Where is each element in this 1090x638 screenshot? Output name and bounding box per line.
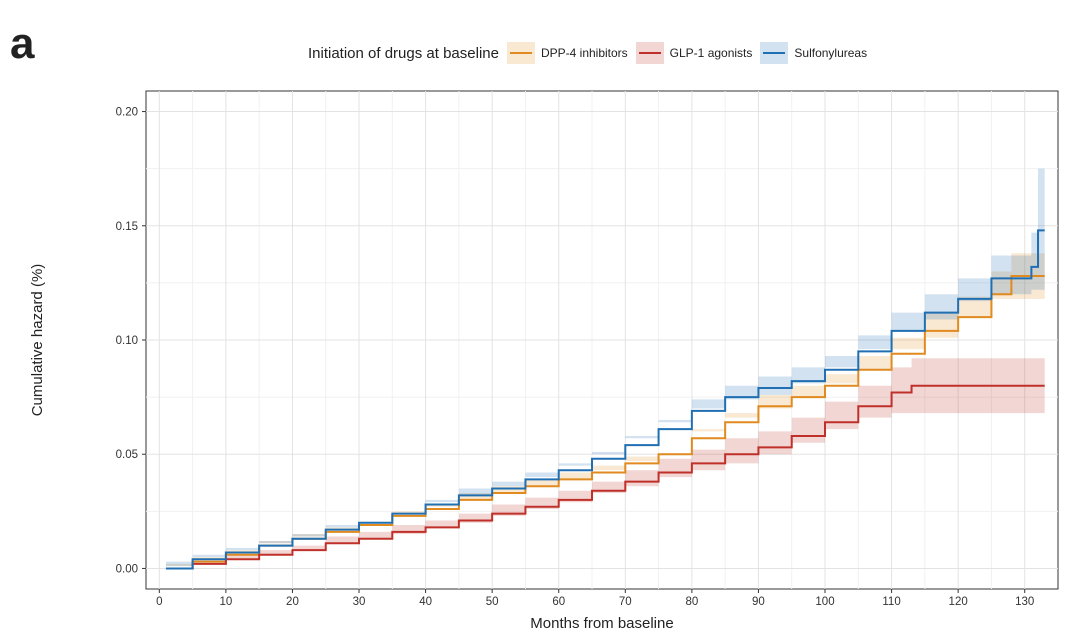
legend-item-sulfonylureas: Sulfonylureas xyxy=(760,42,867,64)
x-tick-label: 30 xyxy=(353,596,366,608)
x-tick-label: 20 xyxy=(286,596,299,608)
y-tick-label: 0.20 xyxy=(116,107,138,119)
legend: Initiation of drugs at baseline DPP-4 in… xyxy=(308,40,875,66)
x-tick-label: 60 xyxy=(552,596,565,608)
confidence-bands xyxy=(165,168,1045,569)
x-axis: 0 10 20 30 40 50 60 70 80 90 100 110 120 130 xyxy=(156,589,1034,608)
x-tick-label: 120 xyxy=(949,596,968,608)
panel-label: a xyxy=(10,19,35,68)
x-tick-label: 130 xyxy=(1015,596,1034,608)
y-axis-title: Cumulative hazard (%) xyxy=(29,264,46,417)
x-axis-title: Months from baseline xyxy=(530,615,673,632)
legend-label-sulfonylureas: Sulfonylureas xyxy=(794,46,868,60)
x-tick-label: 0 xyxy=(156,596,162,608)
legend-swatch-dpp4 xyxy=(506,42,535,64)
line-sulfonylureas xyxy=(165,229,1045,570)
x-tick-label: 110 xyxy=(882,596,900,608)
line-glp-1-agonists xyxy=(165,384,1045,570)
y-tick-label: 0.10 xyxy=(116,335,138,347)
y-axis: 0.00 0.05 0.10 0.15 0.20 xyxy=(116,107,146,575)
x-tick-label: 100 xyxy=(815,596,834,608)
x-tick-label: 40 xyxy=(419,596,432,608)
x-tick-label: 80 xyxy=(685,596,698,608)
y-tick-label: 0.00 xyxy=(116,563,138,575)
band-glp-1-agonists xyxy=(165,358,1045,569)
legend-label-dpp4: DPP-4 inhibitors xyxy=(540,46,628,60)
legend-item-glp1: GLP-1 agonists xyxy=(635,42,753,64)
x-tick-label: 70 xyxy=(619,596,632,608)
legend-title: Initiation of drugs at baseline xyxy=(308,44,499,62)
legend-swatch-sulfonylureas xyxy=(760,42,789,64)
x-tick-label: 90 xyxy=(752,596,765,608)
legend-label-glp1: GLP-1 agonists xyxy=(669,46,753,60)
x-tick-label: 10 xyxy=(219,596,232,608)
legend-item-dpp4: DPP-4 inhibitors xyxy=(506,42,628,64)
y-tick-label: 0.05 xyxy=(116,449,138,461)
x-tick-label: 50 xyxy=(486,596,499,608)
y-tick-label: 0.15 xyxy=(116,221,138,233)
series-lines xyxy=(165,229,1045,570)
grid xyxy=(146,91,1058,589)
legend-swatch-glp1 xyxy=(635,42,664,64)
